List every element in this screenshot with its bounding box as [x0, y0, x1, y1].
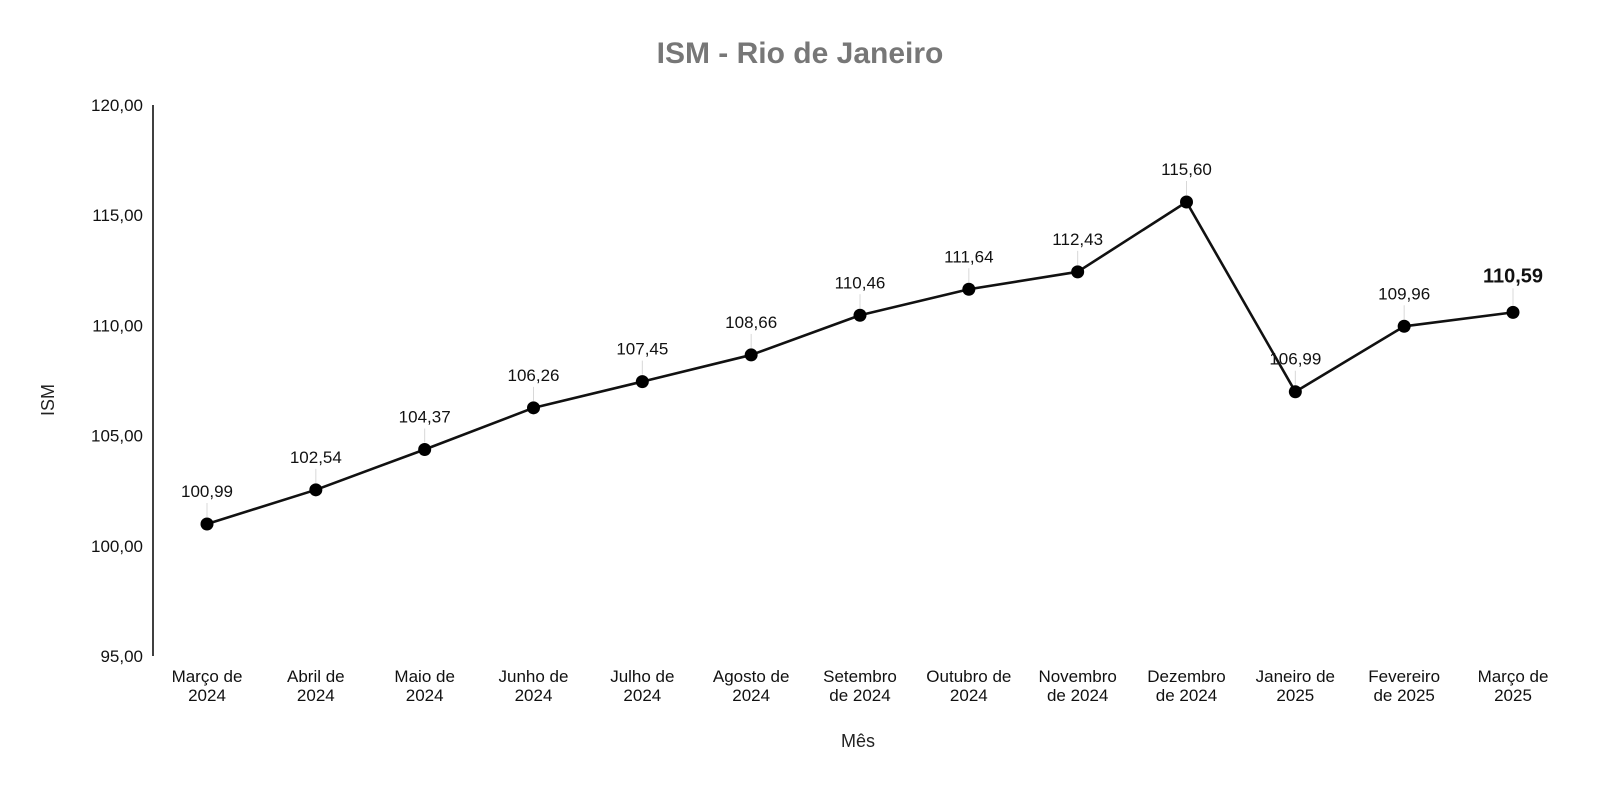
series-group [200, 195, 1520, 531]
y-tick-label: 110,00 [92, 316, 143, 335]
data-point [418, 442, 432, 456]
x-tick-label: Outubro de [926, 667, 1011, 686]
data-label: 110,46 [835, 273, 886, 292]
y-axis-title: ISM [38, 384, 58, 416]
x-tick-label: 2024 [515, 686, 553, 705]
data-label: 115,60 [1161, 160, 1212, 179]
x-tick-label: Abril de [287, 667, 345, 686]
data-label: 107,45 [616, 340, 668, 359]
data-point [1180, 195, 1193, 209]
data-point [1288, 385, 1302, 399]
x-tick-label: de 2024 [829, 686, 890, 705]
x-tick-label: 2024 [623, 686, 661, 705]
x-tick-label: Novembro [1038, 667, 1116, 686]
data-label: 106,99 [1269, 350, 1321, 369]
data-label: 112,43 [1052, 230, 1103, 249]
x-tick-label: Setembro [823, 667, 897, 686]
data-point [853, 308, 867, 322]
data-label: 100,99 [181, 482, 233, 501]
x-tick-label: Junho de [499, 667, 569, 686]
data-point [744, 348, 758, 362]
data-point [635, 375, 649, 389]
x-tick-label: de 2024 [1047, 686, 1108, 705]
x-tick-label: de 2024 [1156, 686, 1217, 705]
x-tick-label: 2024 [732, 686, 770, 705]
x-tick-label: 2025 [1276, 686, 1314, 705]
data-label: 104,37 [399, 407, 451, 426]
y-tick-labels: 95,00 100,00 105,00 110,00 115,00 120,00 [91, 96, 143, 666]
data-point [1397, 319, 1411, 333]
data-point [1071, 265, 1085, 279]
y-tick-label: 95,00 [100, 647, 143, 666]
x-tick-label: 2024 [950, 686, 988, 705]
x-tick-label: 2024 [188, 686, 226, 705]
chart-title: ISM - Rio de Janeiro [657, 37, 944, 70]
x-tick-label: Dezembro [1147, 667, 1225, 686]
x-tick-label: Agosto de [713, 667, 790, 686]
data-label: 108,66 [725, 313, 777, 332]
data-label: 109,96 [1378, 284, 1430, 303]
data-label-leaders [206, 180, 1514, 517]
data-point [200, 517, 214, 531]
data-labels: 100,99 102,54 104,37 106,26 107,45 108,66 110,… [181, 160, 1543, 501]
x-tick-label: Julho de [610, 667, 674, 686]
x-tick-label: Março de [172, 667, 243, 686]
x-tick-label: Fevereiro [1368, 667, 1440, 686]
x-axis-title: Mês [841, 731, 875, 751]
x-tick-label: Maio de [394, 667, 454, 686]
data-label: 110,59 [1483, 265, 1543, 287]
x-tick-label: 2025 [1494, 686, 1532, 705]
data-point [962, 282, 976, 296]
y-tick-label: 105,00 [91, 427, 143, 446]
data-label: 106,26 [508, 366, 560, 385]
x-tick-label: 2024 [297, 686, 335, 705]
x-tick-label: de 2025 [1373, 686, 1434, 705]
x-tick-label: Janeiro de [1256, 667, 1335, 686]
data-label: 111,64 [944, 247, 993, 266]
x-tick-label: Março de [1478, 667, 1549, 686]
y-tick-label: 115,00 [92, 206, 143, 225]
data-label: 102,54 [290, 448, 342, 467]
y-tick-label: 100,00 [91, 537, 143, 556]
x-tick-label: 2024 [406, 686, 444, 705]
y-tick-label: 120,00 [91, 96, 143, 115]
data-point [527, 401, 540, 415]
data-point [1506, 305, 1520, 319]
data-point [309, 483, 323, 497]
